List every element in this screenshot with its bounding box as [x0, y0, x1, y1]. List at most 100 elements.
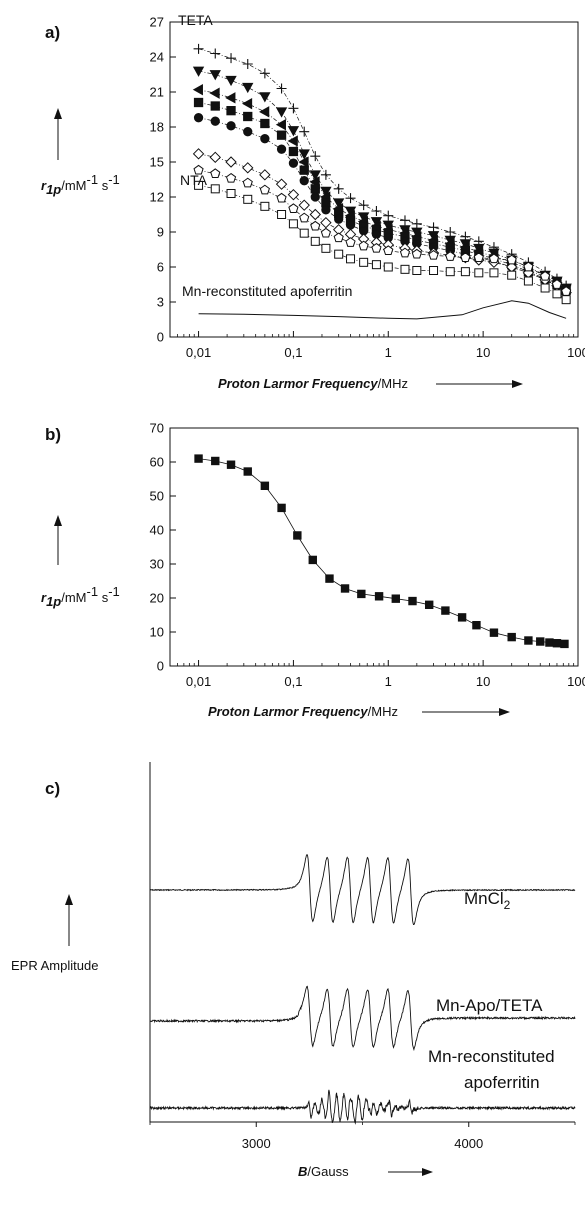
panel-a-x-arrow-head	[512, 380, 523, 388]
series-7-point	[561, 295, 571, 305]
panel-a-y-tick-label: 15	[150, 155, 164, 170]
series-7-point	[552, 289, 562, 299]
series-1-point	[192, 66, 205, 77]
series-0-point	[276, 83, 287, 94]
series-1-point	[287, 126, 300, 137]
panel-b-point	[536, 637, 545, 646]
panel-b-point	[357, 589, 366, 599]
panel-b-label: b)	[45, 425, 61, 444]
series-0-point	[371, 206, 382, 216]
panel-b-y-title: r1p/mM-1 s-1	[41, 584, 120, 609]
series-5-point	[225, 156, 237, 168]
series-4-point	[276, 144, 287, 154]
panel-b-point	[552, 639, 562, 648]
series-5-point	[209, 151, 221, 164]
series-0-point	[358, 200, 369, 211]
panel-b-point	[211, 456, 220, 466]
series-6-point	[540, 270, 551, 281]
series-1-point	[320, 186, 332, 197]
panel-a-y-tick-label: 9	[157, 225, 164, 240]
panel-b-series	[194, 454, 569, 649]
series-5-point	[309, 208, 321, 221]
series-7-point	[243, 194, 253, 204]
panel-b-point	[226, 460, 236, 469]
series-6-point	[320, 227, 332, 238]
series-4-point	[243, 127, 253, 137]
series-2-point	[298, 156, 309, 168]
series-6-point	[259, 184, 270, 195]
panel-b-point	[243, 467, 252, 476]
series-6-point	[523, 261, 534, 272]
series-0-point	[193, 43, 204, 54]
series-3-point	[310, 184, 320, 194]
series-0-point	[299, 126, 310, 137]
series-6-point	[310, 220, 321, 231]
panel-c: c) 3000 4000 EPR Amplitude MnCl2 Mn-Apo/T…	[11, 762, 576, 1179]
series-7-point	[489, 268, 499, 278]
panel-c-x-tick-label: 3000	[242, 1136, 271, 1151]
series-0-point	[259, 68, 270, 79]
series-0-point	[210, 48, 221, 59]
series-7-point	[371, 260, 381, 270]
panel-a-x-tick-label: 10	[476, 345, 490, 360]
series-5-point	[275, 178, 288, 190]
panel-b-point	[308, 555, 317, 565]
panel-b-y-tick-label: 10	[150, 625, 164, 640]
series-7-point	[474, 268, 484, 278]
series-6-point	[276, 192, 287, 203]
series-2-point	[225, 92, 236, 104]
series-3-point	[260, 118, 270, 129]
series-7-point	[540, 283, 550, 293]
panel-a-x-title: Proton Larmor Frequency/MHz	[218, 376, 408, 391]
panel-a: a) 0 3 6 9 12 15 18 21 24 27 0,01 0,1 1 10 100 r1p/mM…	[41, 12, 585, 391]
series-7-point	[226, 189, 236, 198]
panel-a-y-tick-label: 6	[157, 260, 164, 275]
series-2-point	[259, 106, 270, 118]
series-7-point	[507, 270, 517, 280]
series-7-point	[346, 254, 356, 264]
panel-a-y-title: r1p/mM-1 s-1	[41, 172, 120, 197]
panel-b-x-tick-label: 100	[567, 674, 585, 689]
series-4-point	[193, 113, 204, 123]
series-0-point	[445, 227, 456, 237]
panel-a-y-tick-label: 3	[157, 295, 164, 310]
panel-b-x-tick-label: 0,1	[284, 674, 302, 689]
series-6-point	[193, 164, 204, 175]
series-1-point	[259, 92, 271, 103]
panel-c-x-axis: 3000 4000	[149, 1122, 576, 1151]
series-4-line	[198, 117, 567, 292]
series-3-point	[288, 146, 299, 157]
series-2-point	[275, 118, 286, 131]
series-0-point	[428, 222, 439, 233]
series-0-point	[242, 59, 253, 69]
panel-b-x-tick-label: 0,01	[186, 674, 211, 689]
panel-b-point	[340, 584, 350, 593]
panel-a-y-tick-label: 21	[150, 85, 164, 100]
series-5-point	[320, 216, 332, 229]
panel-a-y-tick-label: 18	[150, 120, 164, 135]
panel-b-point	[489, 628, 499, 637]
series-7-point	[334, 249, 344, 259]
panel-b-y-tick-label: 50	[150, 489, 164, 504]
series-6-point	[383, 245, 394, 256]
series-6-line	[198, 169, 567, 292]
series-5-point	[298, 199, 310, 211]
series-5-point	[242, 162, 254, 174]
panel-b-point	[457, 613, 467, 622]
series-7-point	[412, 266, 422, 275]
panel-b-point	[545, 638, 554, 647]
series-7-point	[310, 236, 320, 246]
series-7-point	[460, 267, 470, 277]
panel-c-label: c)	[45, 779, 60, 798]
panel-b-point	[293, 531, 302, 540]
panel-a-series	[192, 43, 572, 320]
trace-mncl2	[149, 854, 576, 926]
panel-c-x-arrow-head	[422, 1168, 433, 1176]
series-0-point	[383, 210, 394, 221]
series-2-point	[209, 87, 220, 99]
series-4-point	[334, 214, 344, 224]
panel-c-series	[149, 854, 576, 1125]
apoferritin-trace-line	[198, 300, 567, 320]
series-4-point	[288, 158, 299, 168]
panel-c-y-title: EPR Amplitude	[11, 958, 98, 973]
